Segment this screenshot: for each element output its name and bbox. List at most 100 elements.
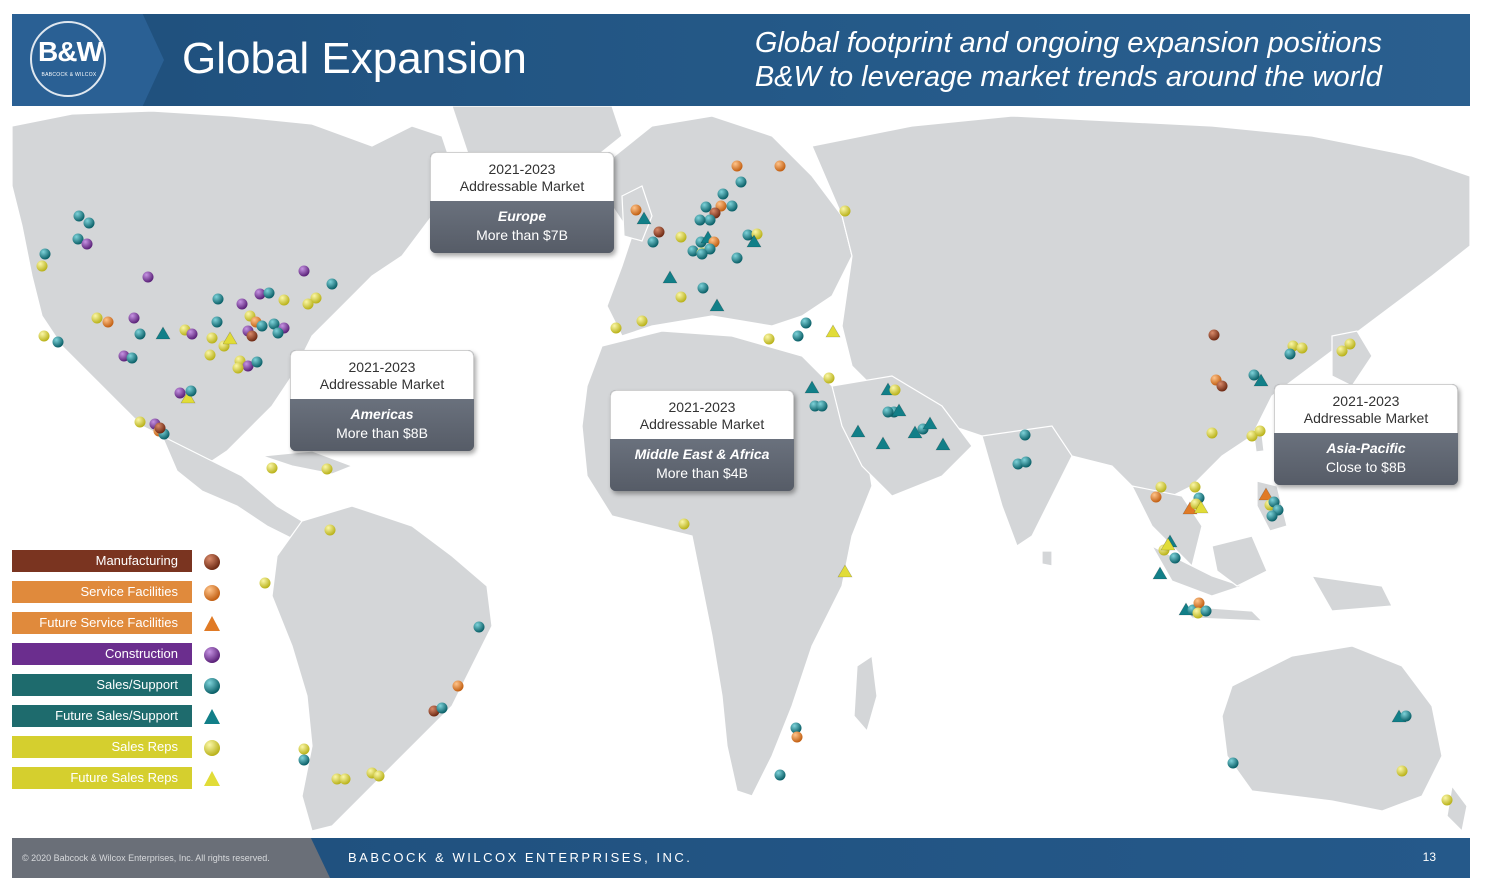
future-sales-support-triangle-icon: [204, 709, 220, 724]
future-sales-reps-marker: [222, 331, 238, 345]
sales-reps-marker: [91, 312, 103, 324]
footer-bar: © 2020 Babcock & Wilcox Enterprises, Inc…: [12, 838, 1470, 878]
service-facility-marker: [1193, 597, 1205, 609]
sales-reps-marker: [1155, 481, 1167, 493]
mea-callout-body: Middle East & Africa More than $4B: [610, 439, 794, 491]
manufacturing-marker: [246, 330, 258, 342]
sales-support-marker: [251, 356, 263, 368]
sales-support-marker: [790, 722, 802, 734]
legend-item-sales-reps: Sales Reps: [12, 736, 222, 760]
sales-support-marker: [1248, 369, 1260, 381]
legend-label: Service Facilities: [12, 581, 192, 603]
sales-support-marker: [272, 327, 284, 339]
sales-support-circle-icon: [204, 678, 220, 694]
future-sales-reps-marker: [825, 324, 841, 338]
sales-reps-marker: [321, 463, 333, 475]
future-service-triangle-icon: [204, 616, 220, 631]
header-banner: B&W BABCOCK & WILCOX Global Expansion Gl…: [12, 14, 1470, 106]
sales-reps-marker: [266, 462, 278, 474]
service-facility-marker: [1150, 491, 1162, 503]
legend-item-construction: Construction: [12, 643, 222, 667]
madagascar: [853, 654, 878, 733]
europe-callout-body: Europe More than $7B: [430, 201, 614, 253]
manufacturing-marker: [1208, 329, 1220, 341]
legend-label: Manufacturing: [12, 550, 192, 572]
copyright-text: © 2020 Babcock & Wilcox Enterprises, Inc…: [22, 853, 270, 863]
sales-support-marker: [134, 328, 146, 340]
future-sales-support-marker: [922, 416, 938, 430]
sales-support-marker: [697, 282, 709, 294]
sales-reps-marker: [1441, 794, 1453, 806]
sales-reps-marker: [1254, 425, 1266, 437]
south-america: [271, 505, 493, 832]
legend-item-service-facilities: Service Facilities: [12, 581, 222, 605]
sales-support-marker: [726, 200, 738, 212]
sales-reps-marker: [373, 770, 385, 782]
sales-support-marker: [39, 248, 51, 260]
future-sales-support-marker: [709, 298, 725, 312]
service-facility-marker: [630, 204, 642, 216]
sales-support-marker: [72, 233, 84, 245]
construction-marker: [186, 328, 198, 340]
sales-support-marker: [326, 278, 338, 290]
sales-support-marker: [1020, 456, 1032, 468]
sales-reps-marker: [1189, 481, 1201, 493]
tagline-line-1: Global footprint and ongoing expansion p…: [754, 27, 1382, 59]
sales-support-marker: [687, 245, 699, 257]
legend-item-future-service-facilities: Future Service Facilities: [12, 612, 222, 636]
legend-item-sales-support: Sales/Support: [12, 674, 222, 698]
sales-reps-marker: [1336, 345, 1348, 357]
mea-market-callout: 2021-2023 Addressable Market Middle East…: [610, 390, 794, 491]
apac-callout-years: 2021-2023: [1332, 393, 1400, 409]
service-facility-marker: [791, 731, 803, 743]
sales-reps-marker: [1396, 765, 1408, 777]
manufacturing-marker: [154, 422, 166, 434]
construction-marker: [298, 265, 310, 277]
facility-markers: [36, 160, 1453, 806]
future-sales-support-marker: [804, 380, 820, 394]
world-map-svg: [12, 106, 1470, 833]
tagline: Global footprint and ongoing expansion p…: [755, 26, 1382, 94]
americas-market-callout: 2021-2023 Addressable Market Americas Mo…: [290, 350, 474, 451]
legend-label: Future Service Facilities: [12, 612, 192, 634]
future-sales-support-marker: [850, 424, 866, 438]
construction-marker: [242, 360, 254, 372]
new-zealand: [1446, 784, 1468, 833]
construction-circle-icon: [204, 647, 220, 663]
land-masses: [12, 106, 1470, 833]
sales-reps-marker: [678, 518, 690, 530]
sales-support-marker: [717, 188, 729, 200]
future-sales-reps-marker: [1193, 500, 1209, 514]
sales-support-marker: [1266, 510, 1278, 522]
legend-item-manufacturing: Manufacturing: [12, 550, 222, 574]
sales-reps-marker: [1344, 338, 1356, 350]
sri-lanka: [1041, 550, 1053, 567]
arabian-peninsula: [831, 375, 973, 497]
future-sales-support-marker: [1253, 373, 1269, 387]
americas-callout-caption: Addressable Market: [319, 376, 445, 392]
company-name: BABCOCK & WILCOX ENTERPRISES, INC.: [348, 850, 693, 865]
sales-support-marker: [263, 287, 275, 299]
sales-support-marker: [731, 252, 743, 264]
sales-reps-marker: [302, 298, 314, 310]
sales-reps-circle-icon: [204, 740, 220, 756]
future-sales-reps-marker: [1160, 537, 1176, 551]
tagline-line-2: B&W to leverage market trends around the…: [754, 61, 1382, 93]
future-sales-support-marker: [746, 234, 762, 248]
americas-callout-years: 2021-2023: [348, 359, 416, 375]
logo-ring-icon: [30, 21, 106, 97]
sales-support-marker: [774, 769, 786, 781]
sales-support-marker: [647, 236, 659, 248]
future-sales-support-marker: [636, 211, 652, 225]
sales-support-marker: [1200, 605, 1212, 617]
japan: [1331, 330, 1373, 387]
new-guinea: [1310, 575, 1393, 612]
sales-reps-marker: [38, 330, 50, 342]
mea-callout-value: More than $4B: [656, 465, 748, 481]
sales-reps-marker: [675, 231, 687, 243]
manufacturing-marker: [1216, 380, 1228, 392]
manufacturing-marker: [653, 226, 665, 238]
apac-callout-value: Close to $8B: [1325, 459, 1407, 475]
sales-reps-marker: [298, 743, 310, 755]
legend-label: Future Sales/Support: [12, 705, 192, 727]
